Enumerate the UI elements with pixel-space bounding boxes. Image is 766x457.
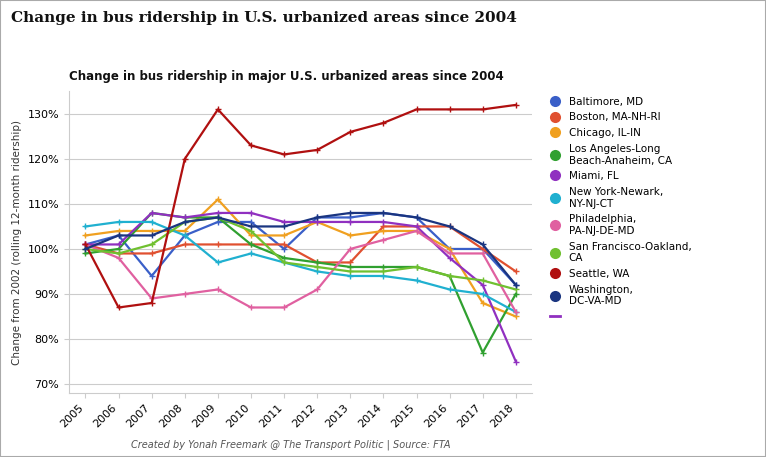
Text: Change in bus ridership in U.S. urbanized areas since 2004: Change in bus ridership in U.S. urbanize… (11, 11, 517, 26)
Text: Change in bus ridership in major U.S. urbanized areas since 2004: Change in bus ridership in major U.S. ur… (69, 70, 504, 83)
Y-axis label: Change from 2002 (rolling 12-month ridership): Change from 2002 (rolling 12-month rider… (12, 120, 22, 365)
Legend: Baltimore, MD, Boston, MA-NH-RI, Chicago, IL-IN, Los Angeles-Long
Beach-Anaheim,: Baltimore, MD, Boston, MA-NH-RI, Chicago… (547, 94, 695, 325)
Text: Created by Yonah Freemark @ The Transport Politic | Source: FTA: Created by Yonah Freemark @ The Transpor… (131, 440, 451, 450)
